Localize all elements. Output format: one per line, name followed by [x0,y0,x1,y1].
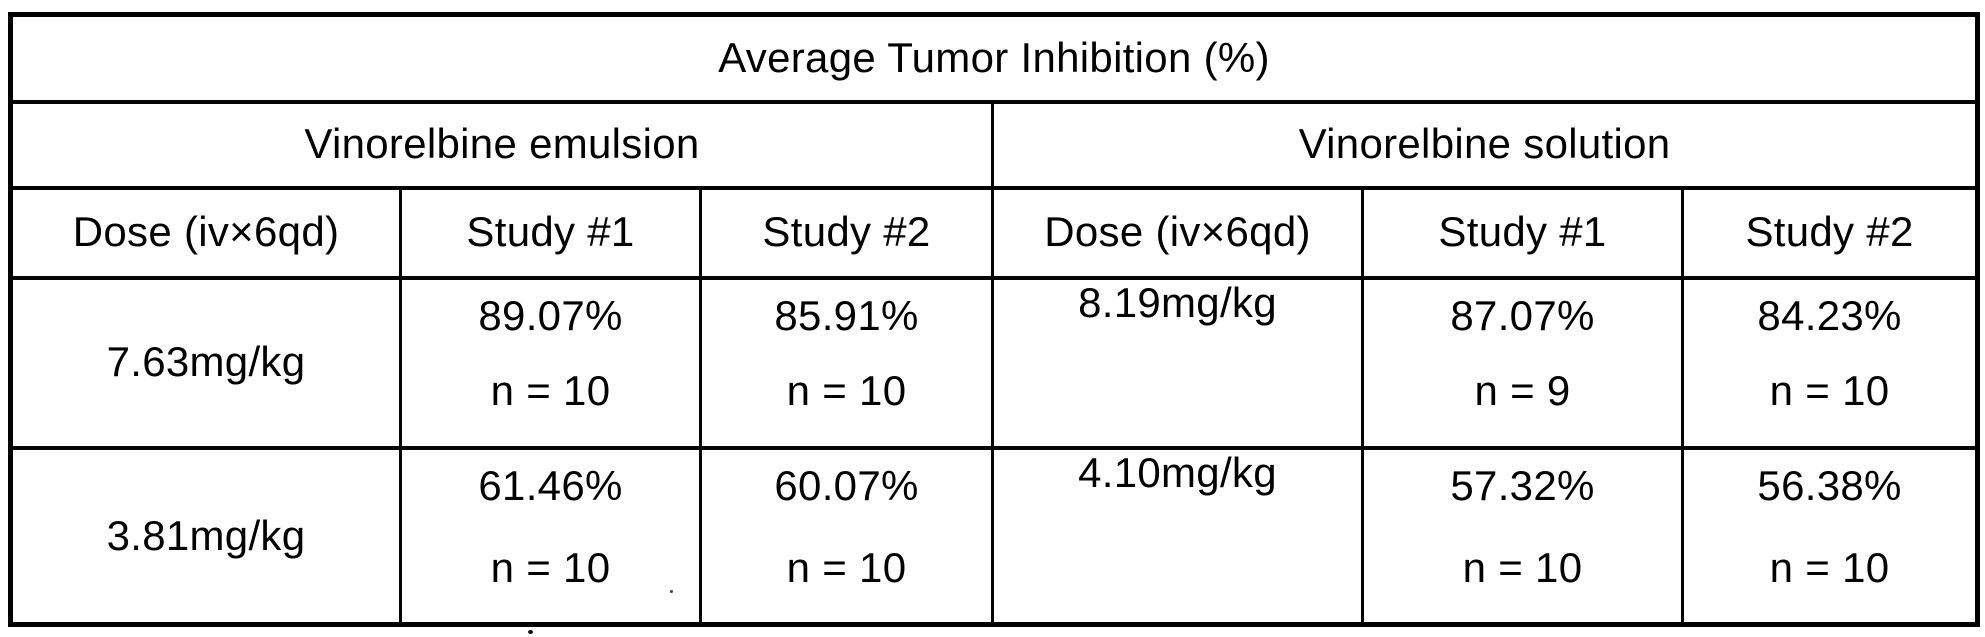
column-header-row: Dose (iv×6qd) Study #1 Study #2 Dose (iv… [9,185,1980,280]
col-header-emulsion-study1: Study #1 [399,185,702,280]
cell-emulsion-dose-2: 3.81mg/kg [9,445,402,627]
tumor-inhibition-table: Average Tumor Inhibition (%) Vinorelbine… [8,12,1981,627]
scan-speckle [670,590,673,593]
section-header-emulsion: Vinorelbine emulsion [9,99,994,190]
sample-size: n = 10 [1769,544,1890,592]
sample-size: n = 10 [786,367,907,415]
inhibition-value: 85.91% [774,291,919,339]
data-row-low-dose: 3.81mg/kg 61.46% n = 10 60.07% n = 10 4.… [9,445,1980,627]
inhibition-value: 89.07% [478,291,623,339]
scanned-table-region: Average Tumor Inhibition (%) Vinorelbine… [8,12,1981,627]
sample-size: n = 10 [490,544,611,592]
cell-solution-dose-1: 8.19mg/kg [991,275,1364,450]
inhibition-value: 84.23% [1757,291,1902,339]
cell-solution-study1-2: 57.32% n = 10 [1361,445,1684,627]
col-header-emulsion-dose: Dose (iv×6qd) [9,185,402,280]
cell-emulsion-study1-1: 89.07% n = 10 [399,275,702,450]
cell-solution-study1-1: 87.07% n = 9 [1361,275,1684,450]
sample-size: n = 10 [490,367,611,415]
cell-solution-dose-2: 4.10mg/kg [991,445,1364,627]
col-header-solution-dose: Dose (iv×6qd) [991,185,1364,280]
scan-speckle [528,630,533,634]
section-header-row: Vinorelbine emulsion Vinorelbine solutio… [9,99,1980,190]
sample-size: n = 10 [786,544,907,592]
inhibition-value: 61.46% [478,461,623,509]
sample-size: n = 9 [1474,367,1571,415]
cell-emulsion-study2-2: 60.07% n = 10 [699,445,994,627]
section-header-solution: Vinorelbine solution [990,99,1980,190]
inhibition-value: 57.32% [1450,461,1595,509]
inhibition-value: 56.38% [1757,461,1902,509]
table-title: Average Tumor Inhibition (%) [8,12,1980,104]
inhibition-value: 60.07% [774,461,919,509]
col-header-solution-study2: Study #2 [1680,185,1980,280]
col-header-solution-study1: Study #1 [1361,185,1684,280]
cell-solution-study2-1: 84.23% n = 10 [1680,275,1980,450]
cell-solution-study2-2: 56.38% n = 10 [1680,445,1980,627]
col-header-emulsion-study2: Study #2 [699,185,994,280]
cell-emulsion-study2-1: 85.91% n = 10 [699,275,994,450]
cell-emulsion-dose-1: 7.63mg/kg [9,275,402,450]
sample-size: n = 10 [1769,367,1890,415]
cell-emulsion-study1-2: 61.46% n = 10 [399,445,702,627]
sample-size: n = 10 [1462,544,1583,592]
inhibition-value: 87.07% [1450,291,1595,339]
data-row-high-dose: 7.63mg/kg 89.07% n = 10 85.91% n = 10 8.… [9,275,1980,450]
title-row: Average Tumor Inhibition (%) [8,12,1980,104]
